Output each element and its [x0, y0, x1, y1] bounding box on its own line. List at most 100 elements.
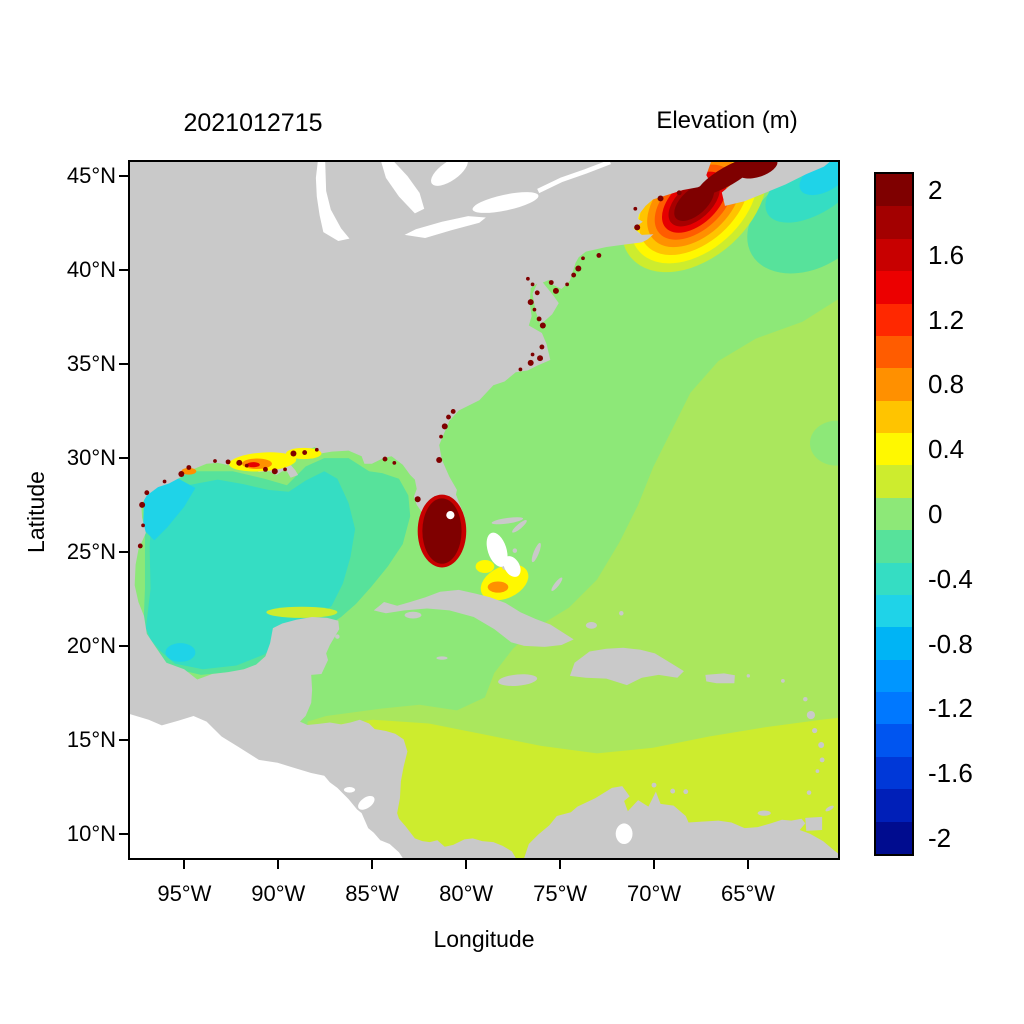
- timestamp-title: 2021012715: [183, 109, 323, 137]
- high-water-speck: [141, 523, 145, 528]
- colorbar-cell: [876, 271, 912, 304]
- high-water-speck: [527, 359, 534, 366]
- high-water-speck: [137, 543, 143, 549]
- st-lawrence-river: [537, 162, 611, 194]
- high-water-speck: [526, 276, 530, 281]
- island: [436, 656, 448, 660]
- island: [335, 634, 340, 639]
- lake-okeechobee: [446, 511, 455, 520]
- lake-huron: [381, 162, 425, 214]
- colorbar-tick-label: 1.2: [928, 304, 965, 335]
- colorbar-tick-label: 0.4: [928, 434, 965, 465]
- high-water-speck: [225, 459, 231, 465]
- high-water-speck: [534, 290, 540, 296]
- colorbar-cell: [876, 692, 912, 725]
- y-tick-mark: [119, 550, 128, 553]
- island: [812, 727, 818, 734]
- y-tick-mark: [119, 832, 128, 835]
- high-water-speck: [552, 287, 559, 294]
- bahama-orange: [487, 581, 509, 593]
- high-water-speck: [575, 265, 582, 272]
- colorbar-cell: [876, 659, 912, 692]
- x-tick-label: 85°W: [345, 881, 400, 906]
- colorbar-tick-label: -0.4: [928, 563, 973, 594]
- y-tick-label: 20°N: [66, 632, 116, 658]
- island: [757, 810, 771, 816]
- colorbar-cell: [876, 562, 912, 595]
- island: [806, 710, 816, 720]
- x-tick-label: 95°W: [157, 881, 212, 906]
- map-plot-area: [128, 160, 840, 860]
- high-water-speck: [314, 447, 319, 452]
- island: [619, 610, 624, 616]
- y-tick-label: 30°N: [66, 444, 116, 470]
- high-water-speck: [537, 355, 544, 362]
- band-yucatan-strip: [266, 606, 338, 618]
- colorbar-cell: [876, 756, 912, 790]
- island-puerto-rico: [705, 673, 735, 684]
- high-water-speck: [539, 322, 546, 329]
- island: [683, 789, 689, 795]
- colorbar-tick-label: -1.6: [928, 758, 973, 789]
- x-tick-label: 90°W: [251, 881, 306, 906]
- island: [670, 788, 676, 794]
- high-water-speck: [581, 256, 585, 261]
- island: [531, 542, 541, 563]
- x-tick-label: 65°W: [721, 881, 776, 906]
- colorbar-title: Elevation (m): [656, 107, 798, 134]
- colorbar-cell: [876, 433, 912, 466]
- land: [130, 162, 838, 858]
- x-tick-label: 70°W: [627, 881, 682, 906]
- lake-erie: [404, 216, 486, 239]
- louisiana-high-water-red: [246, 462, 260, 468]
- high-water-speck: [657, 195, 664, 202]
- y-tick-label: 35°N: [66, 350, 116, 376]
- island-hispaniola: [569, 647, 684, 686]
- high-water-speck: [548, 280, 554, 285]
- colorbar-tick-label: -1.2: [928, 693, 973, 724]
- y-tick-mark: [119, 738, 128, 741]
- island: [806, 790, 812, 795]
- high-water-speck: [530, 282, 535, 287]
- y-tick-mark: [119, 644, 128, 647]
- island: [551, 577, 563, 592]
- y-tick-label: 25°N: [66, 538, 116, 564]
- band-texas-cyan: [143, 478, 196, 541]
- x-tick-label: 75°W: [533, 881, 588, 906]
- colorbar-tick-label: 1.6: [928, 239, 965, 270]
- y-tick-mark: [119, 174, 128, 177]
- elevation-map: [130, 162, 838, 858]
- x-tick-mark: [653, 860, 656, 869]
- high-water-speck: [302, 450, 308, 455]
- high-water-speck: [392, 460, 397, 465]
- x-tick-mark: [465, 860, 468, 869]
- island: [404, 611, 422, 619]
- colorbar-cell: [876, 530, 912, 563]
- high-water-speck: [536, 316, 542, 322]
- bahama-dry-bank-2: [503, 556, 521, 577]
- colorbar-tick-label: 0: [928, 499, 943, 529]
- high-water-speck: [446, 414, 451, 420]
- high-water-speck: [676, 190, 682, 196]
- high-water-speck: [539, 344, 545, 350]
- x-tick-mark: [371, 860, 374, 869]
- high-water-speck: [532, 307, 537, 312]
- x-tick-mark: [747, 860, 750, 869]
- fundy-high-water-head: [737, 162, 778, 179]
- colorbar-tick-label: 2: [928, 175, 943, 206]
- island: [803, 696, 808, 702]
- y-tick-mark: [119, 362, 128, 365]
- y-tick-mark: [119, 268, 128, 271]
- galveston-high-water: [181, 467, 197, 475]
- island: [651, 782, 657, 788]
- colorbar-cell: [876, 368, 912, 401]
- colorbar-cell: [876, 303, 912, 336]
- x-tick-mark: [183, 860, 186, 869]
- high-water-speck: [186, 465, 192, 470]
- coastal-high-water-specks: [137, 190, 682, 549]
- colorbar-cell: [876, 789, 912, 822]
- high-water-speck: [178, 471, 185, 478]
- island: [815, 769, 820, 773]
- coastal-extremes: [137, 162, 778, 568]
